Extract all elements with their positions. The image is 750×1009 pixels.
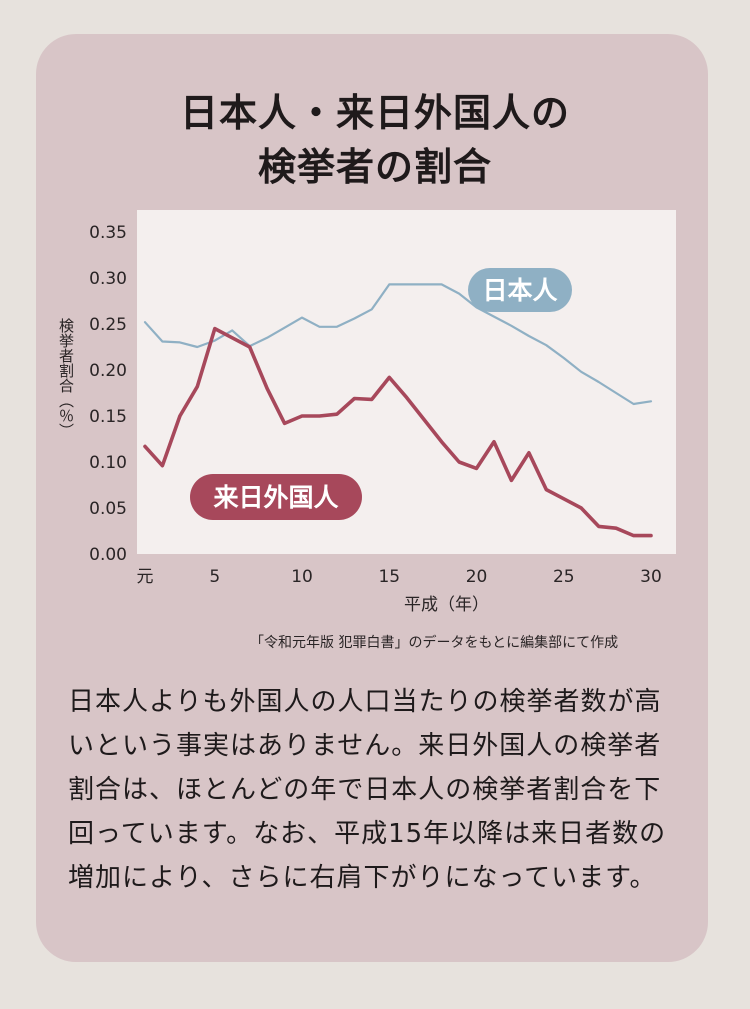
legend-text: 日本人 [482,276,557,305]
x-tick-label: 30 [640,567,662,587]
series-line-foreign [143,326,653,538]
source-note: 「令和元年版 犯罪白書」のデータをもとに編集部にて作成 [250,635,619,651]
x-axis-label: 平成（年） [404,595,489,615]
y-tick-label: 0.35 [89,223,127,243]
legend-label-japanese: 日本人 [468,268,572,312]
y-tick-label: 0.00 [89,545,127,565]
y-tick-label: 0.30 [89,269,127,289]
y-axis-label: 検挙者割合（％） [57,318,75,438]
chart-title: 日本人・来日外国人の 検挙者の割合 [0,86,750,194]
body-text: 日本人よりも外国人の人口当たりの検挙者数が高いという事実はありません。来日外国人… [68,687,667,893]
chart-title-line-1: 日本人・来日外国人の [179,91,570,135]
x-tick-label: 5 [209,567,220,587]
x-tick-label: 15 [378,567,400,587]
legend-pill [190,474,362,520]
legend-pill [468,268,572,312]
chart-title-line-2: 検挙者の割合 [257,145,492,189]
x-tick-label: 10 [291,567,313,587]
y-tick-label: 0.25 [89,315,127,335]
legend-label-foreign: 来日外国人 [190,474,362,520]
y-tick-label: 0.20 [89,361,127,381]
x-tick-label: 元 [137,567,154,587]
y-tick-label: 0.10 [89,453,127,473]
series-line-japanese [143,283,653,406]
y-tick-label: 0.05 [89,499,127,519]
y-tick-label: 0.15 [89,407,127,427]
legend-text: 来日外国人 [213,483,338,512]
x-tick-label: 25 [553,567,575,587]
x-tick-label: 20 [466,567,488,587]
